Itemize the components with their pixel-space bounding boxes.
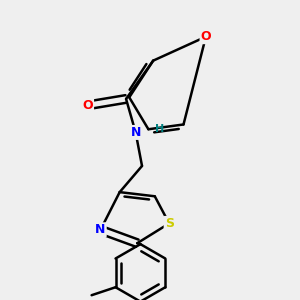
Text: H: H — [155, 124, 164, 134]
Text: O: O — [82, 99, 93, 112]
Text: S: S — [165, 217, 174, 230]
Text: N: N — [130, 126, 141, 139]
Text: O: O — [200, 30, 211, 43]
Text: N: N — [95, 223, 106, 236]
